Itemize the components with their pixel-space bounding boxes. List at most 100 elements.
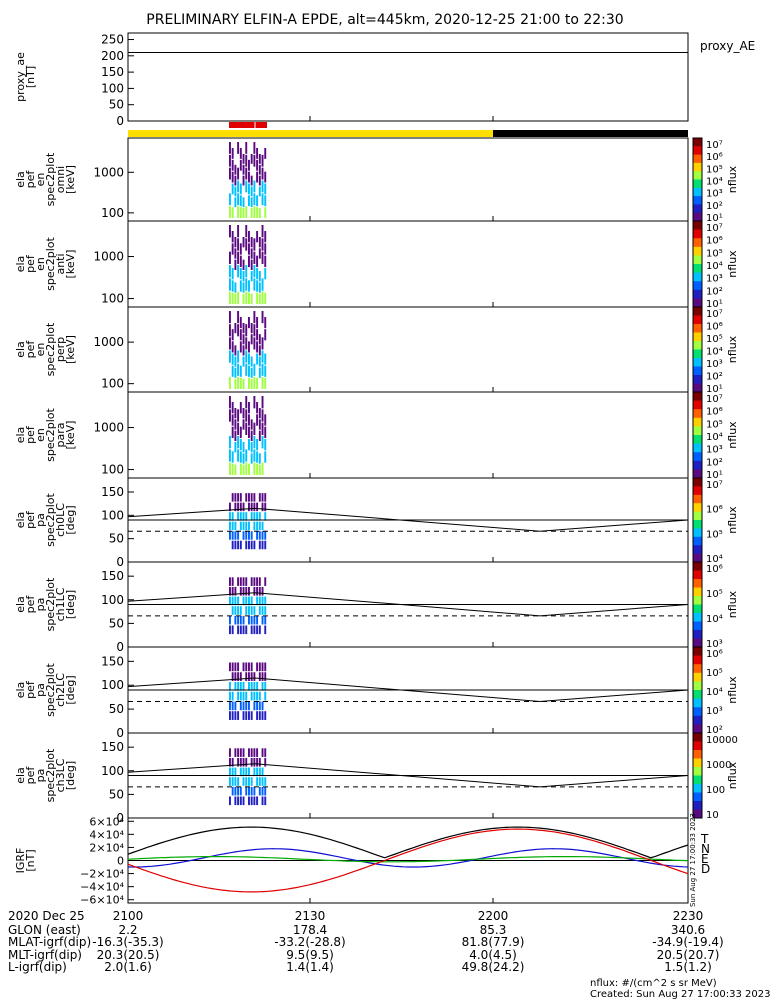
colorbar-tick-label: 10³ — [706, 445, 723, 456]
colorbar-segment — [693, 690, 702, 700]
spectrogram-cell — [258, 786, 261, 796]
spectrogram-cell — [250, 367, 253, 378]
spectrogram-cell — [250, 197, 253, 208]
spectrogram-cell — [253, 757, 256, 767]
spectrogram-cell — [242, 777, 245, 786]
spectrogram-cell — [248, 777, 250, 786]
y-tick-label: 2×10⁴ — [89, 841, 124, 854]
spectrogram-cell — [231, 586, 234, 596]
spectrogram-cell — [248, 672, 250, 681]
y-axis-label: ch0LC — [54, 503, 67, 537]
spectrogram-cell — [245, 337, 248, 350]
spectrogram-cell — [258, 606, 261, 615]
spectrogram-cell — [264, 577, 267, 586]
igrf-series-E — [127, 855, 689, 863]
y-axis-label: spec2plot — [44, 577, 57, 631]
y-axis-label: ela — [14, 341, 27, 358]
spectrogram-cell — [229, 502, 231, 512]
spectrogram-cell — [229, 701, 231, 711]
spectrogram-cell — [258, 248, 261, 259]
spectrogram-cell — [229, 409, 231, 422]
colorbar-segment — [693, 221, 702, 231]
spectrogram-cell — [256, 701, 259, 711]
colorbar-label: nflux — [726, 761, 739, 789]
spectrogram-cell — [237, 662, 240, 672]
spectrogram-cell — [245, 777, 248, 786]
colorbar-tick-label: 10⁶ — [706, 505, 723, 516]
spectrogram-cell — [256, 255, 259, 267]
spectrogram-cell — [231, 711, 234, 720]
spectrogram-cell — [261, 606, 264, 615]
colorbar-tick-label: 10⁶ — [706, 322, 723, 333]
legend-T: T — [700, 832, 709, 846]
spectrogram-cell — [256, 662, 259, 672]
spectrogram-cell — [242, 757, 245, 767]
spectrogram-cell — [258, 186, 261, 197]
colorbar-segment — [693, 638, 702, 648]
spectrogram-cell — [256, 577, 259, 586]
spectrogram-cell — [239, 796, 242, 806]
spectrogram-cell — [258, 512, 261, 521]
y-axis-label: ela — [14, 512, 27, 529]
spectrogram-cell — [248, 711, 250, 720]
spectrogram-cell — [231, 280, 234, 292]
spectrogram-cell — [239, 402, 242, 414]
spectrogram-cell — [239, 606, 242, 615]
spectrogram-cell — [261, 540, 264, 550]
spectrogram-cell — [250, 748, 253, 757]
spectrogram-cell — [245, 206, 248, 218]
spectrogram-cell — [231, 243, 234, 255]
spectrogram-cell — [234, 767, 237, 777]
spectrogram-cell — [264, 451, 267, 463]
y-tick-label: 0 — [116, 726, 124, 740]
spectrogram-cell — [264, 757, 267, 767]
colorbar-segment — [693, 409, 702, 419]
spectrogram-cell — [258, 408, 261, 419]
y-axis-label: omni — [54, 166, 67, 193]
anti-loss-cone-line — [127, 507, 689, 532]
spectrogram-cell — [261, 193, 264, 206]
y-axis-label: anti — [54, 253, 67, 274]
spectrogram-cell — [264, 711, 267, 720]
glon-2100: 2.2 — [118, 923, 137, 937]
spectrogram-cell — [231, 268, 234, 280]
spectrogram-cell — [245, 265, 248, 278]
spectrogram-cell — [245, 757, 248, 767]
spectrogram-cell — [229, 462, 231, 475]
spectrogram-cell — [258, 154, 261, 164]
mlat-2130: -33.2(-28.8) — [274, 935, 345, 949]
spectrogram-cell — [237, 502, 240, 512]
spectrogram-cell — [250, 334, 253, 345]
colorbar-tick-label: 10⁴ — [706, 347, 723, 358]
colorbar-segment — [693, 503, 702, 513]
y-tick-label: 100 — [101, 377, 124, 391]
spectrogram-cell — [253, 625, 256, 635]
spectrogram-cell — [256, 329, 259, 341]
spectrogram-cell — [248, 255, 250, 267]
spectrogram-cell — [239, 183, 242, 195]
spectrogram-cell — [256, 691, 259, 701]
spectrogram-cell — [258, 334, 261, 345]
colorbar-segment — [693, 698, 702, 708]
spectrogram-cell — [253, 265, 256, 278]
l-2130: 1.4(1.4) — [286, 960, 334, 974]
spectrogram-cell — [245, 142, 248, 154]
spectrogram-cell — [242, 237, 245, 248]
spectrogram-cell — [250, 681, 253, 691]
spectrogram-cell — [258, 767, 261, 777]
colorbar-tick-label: 10³ — [706, 639, 723, 650]
colorbar-tick-label: 10² — [706, 372, 723, 383]
colorbar-tick-label: 10⁵ — [706, 668, 723, 679]
spectrogram-cell — [234, 531, 237, 540]
table-row-glon-label: GLON (east) — [8, 923, 81, 937]
colorbar-segment — [693, 520, 702, 529]
colorbar-segment — [693, 187, 702, 197]
spectrogram-cell — [253, 324, 256, 337]
spectrogram-cell — [248, 786, 250, 796]
table-row-l-label: L-igrf(dip) — [8, 960, 67, 974]
spectrogram-cell — [256, 711, 259, 720]
spectrogram-cell — [245, 767, 248, 777]
spectrogram-cell — [229, 265, 231, 278]
spectrogram-cell — [253, 193, 256, 206]
colorbar-segment — [693, 332, 702, 342]
